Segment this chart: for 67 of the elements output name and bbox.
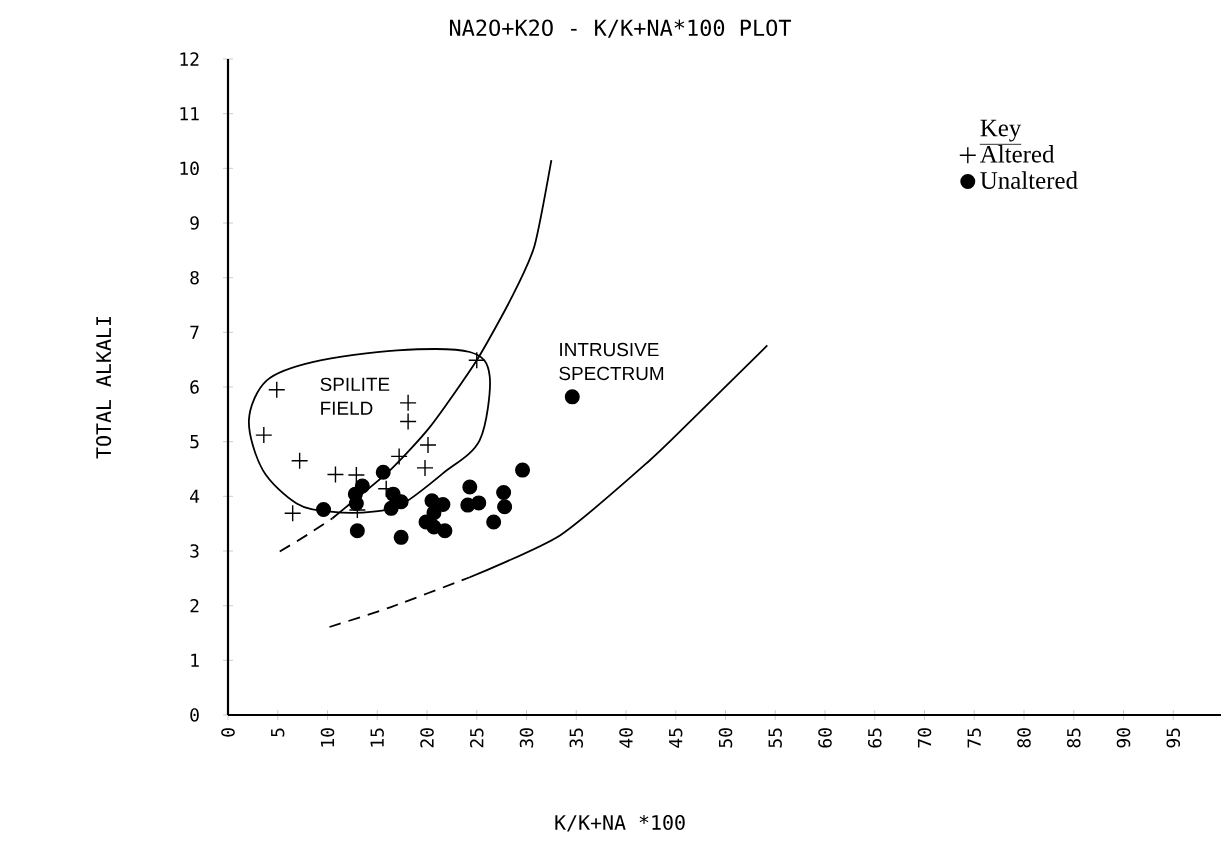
x-tick-label: 55 — [768, 728, 782, 748]
legend-label: Altered — [980, 145, 1055, 163]
point — [486, 514, 502, 530]
point — [497, 499, 513, 515]
point — [347, 466, 366, 484]
point — [326, 465, 345, 484]
y-tick-label: 2 — [190, 599, 199, 613]
y-tick-label: 9 — [190, 216, 199, 230]
y-axis-title: TOTAL ALKALI — [96, 317, 112, 459]
point — [462, 479, 478, 495]
x-tick-label: 75 — [967, 728, 981, 748]
point — [393, 529, 409, 545]
x-tick-label: 85 — [1066, 728, 1081, 748]
y-tick-label: 4 — [190, 489, 200, 503]
x-tick-label: 40 — [619, 728, 633, 748]
x-tick-label: 10 — [320, 728, 335, 747]
annotation: INTRUSIVE SPECTRUM — [559, 342, 664, 381]
point — [419, 436, 437, 454]
y-tick-label: 12 — [180, 52, 199, 66]
x-tick-label: 0 — [221, 728, 235, 737]
x-tick-label: 15 — [370, 728, 384, 747]
point — [496, 485, 512, 500]
chart-title: NA2O+K2O - K/K+NA*100 PLOT — [449, 19, 792, 38]
x-tick-label: 60 — [818, 728, 832, 748]
point — [375, 464, 391, 480]
legend-label: Unaltered — [980, 171, 1078, 189]
point — [255, 426, 273, 444]
y-tick-label: 8 — [190, 270, 199, 285]
x-axis-title: K/K+NA *100 — [555, 814, 685, 832]
point — [268, 381, 286, 399]
point — [471, 495, 487, 511]
y-tick-label: 0 — [190, 708, 199, 722]
x-tick-label: 65 — [867, 728, 882, 748]
y-tick-label: 6 — [190, 380, 199, 394]
y-tick-label: 5 — [190, 435, 199, 449]
x-tick-label: 95 — [1166, 728, 1181, 748]
x-tick-label: 45 — [669, 728, 683, 748]
x-tick-label: 30 — [519, 728, 534, 748]
point — [515, 462, 531, 478]
point — [399, 394, 417, 412]
y-tick-label: 11 — [180, 107, 199, 121]
point — [390, 447, 408, 466]
x-tick-label: 25 — [469, 728, 484, 748]
point — [468, 351, 486, 369]
point — [383, 500, 399, 516]
y-tick-label: 10 — [180, 161, 199, 176]
y-tick-label: 1 — [191, 653, 199, 667]
point — [437, 523, 453, 539]
y-tick-label: 3 — [190, 544, 199, 558]
point — [564, 389, 580, 405]
point — [435, 497, 451, 513]
point — [316, 501, 332, 517]
legend-title: Key — [980, 119, 1022, 142]
x-tick-label: 70 — [917, 728, 932, 748]
x-tick-label: 20 — [420, 728, 434, 748]
x-tick-label: 5 — [271, 728, 285, 737]
x-tick-label: 35 — [569, 728, 584, 748]
annotation: SPILITE FIELD — [320, 377, 390, 415]
x-tick-label: 50 — [718, 728, 733, 748]
y-tick-label: 7 — [190, 325, 199, 339]
point — [416, 459, 434, 477]
x-tick-label: 80 — [1017, 728, 1031, 748]
point — [283, 504, 302, 522]
point — [290, 452, 309, 470]
point — [349, 523, 365, 539]
point — [399, 412, 417, 431]
x-tick-label: 90 — [1116, 728, 1131, 748]
